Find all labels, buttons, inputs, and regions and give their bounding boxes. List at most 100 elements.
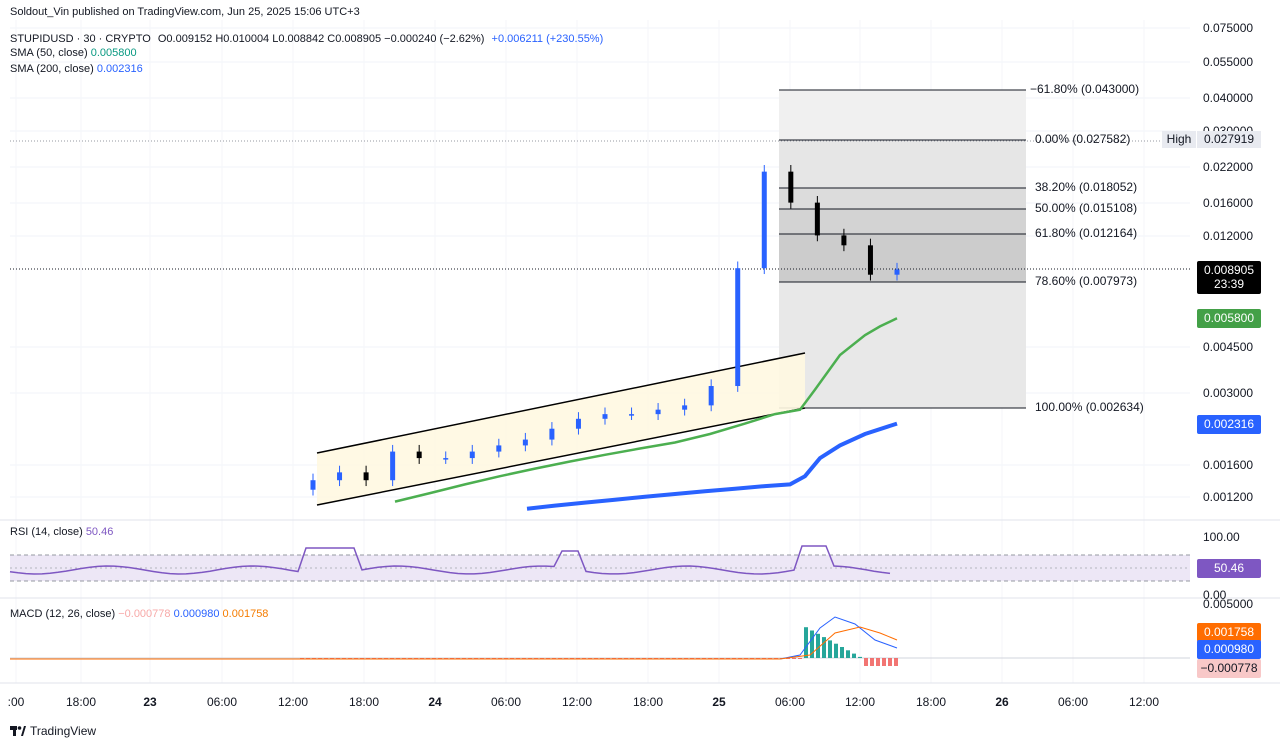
macd-signal-tag: 0.001758 — [1197, 623, 1261, 642]
sma50-line — [394, 317, 898, 503]
time-axis-label: 26 — [995, 695, 1009, 709]
macd-histogram-bar — [840, 647, 844, 658]
price-axis-label: 0.040000 — [1203, 91, 1254, 105]
fib-level-label: 100.00% (0.002634) — [1035, 400, 1144, 414]
candle-body — [841, 235, 847, 246]
macd-histogram-bar — [864, 658, 868, 666]
macd-histogram-bar — [816, 633, 820, 658]
high-label-tag: High — [1162, 131, 1196, 148]
candle-body — [469, 451, 475, 459]
macd-hist-value: −0.000778 — [118, 608, 171, 620]
time-axis-label: 18:00 — [915, 695, 947, 709]
rsi-panel — [9, 545, 1190, 582]
time-axis-label: 18:00 — [632, 695, 664, 709]
tradingview-branding[interactable]: TradingView — [10, 724, 96, 738]
macd-line-tag: 0.000980 — [1197, 640, 1261, 659]
time-axis-label: 06:00 — [1057, 695, 1089, 709]
sma200-tag: 0.002316 — [1197, 415, 1261, 434]
candle-body — [735, 268, 741, 387]
macd-axis-top: 0.005000 — [1203, 597, 1254, 611]
channel-lower — [316, 407, 806, 506]
extra-change: +0.006211 (+230.55%) — [491, 33, 604, 45]
candle-body — [867, 245, 873, 275]
sma200-value: 0.002316 — [96, 63, 143, 75]
rsi-axis-0: 0.00 — [1203, 588, 1227, 602]
price-channel[interactable] — [316, 352, 806, 506]
macd-histogram-bar — [834, 643, 838, 658]
channel-fill — [317, 353, 805, 505]
macd-histogram-bar — [882, 658, 886, 666]
macd-line-value: 0.000980 — [173, 608, 220, 620]
price-axis-label: 0.001600 — [1203, 458, 1254, 472]
macd-histogram-bar — [828, 640, 832, 658]
rsi-label: RSI (14, close) — [10, 526, 83, 538]
time-axis-label: 25 — [712, 695, 726, 709]
time-axis-label: 18:00 — [65, 695, 97, 709]
sma50-value: 0.005800 — [90, 47, 137, 59]
time-axis-label: 24 — [428, 695, 442, 709]
candle-body — [814, 202, 820, 236]
last-price-tag: 0.008905 23:39 — [1197, 261, 1261, 294]
macd-histogram-bar — [876, 658, 880, 666]
fib-level-label: 38.20% (0.018052) — [1035, 180, 1138, 194]
time-axis-label: 06:00 — [206, 695, 238, 709]
time-axis-label: 12:00 — [844, 695, 876, 709]
candle-body — [629, 414, 635, 416]
publisher-line: Soldout_Vin published on TradingView.com… — [10, 6, 360, 18]
macd-histogram-bar — [786, 658, 790, 659]
sma200-legend[interactable]: SMA (200, close) 0.002316 — [10, 63, 143, 75]
time-axis-label: 18:00 — [348, 695, 380, 709]
macd-histogram-bar — [846, 650, 850, 658]
price-axis-label: 0.003000 — [1203, 386, 1254, 400]
time-axis-label: 06:00 — [490, 695, 522, 709]
rsi-value: 50.46 — [85, 526, 114, 538]
macd-histogram-bar — [852, 653, 856, 658]
rsi-legend[interactable]: RSI (14, close) 50.46 — [10, 526, 113, 538]
fib-zone-4 — [779, 234, 1026, 282]
price-axis-label: 0.004500 — [1203, 340, 1254, 354]
candle-body — [390, 451, 396, 481]
macd-histogram-bar — [792, 658, 796, 659]
candle-body — [496, 445, 502, 452]
candle-body — [337, 472, 343, 481]
candle-body — [549, 428, 555, 440]
rsi-line — [9, 545, 891, 575]
candle-body — [522, 439, 528, 446]
price-axis-label: 0.012000 — [1203, 229, 1254, 243]
candle-body — [682, 405, 688, 410]
macd-legend[interactable]: MACD (12, 26, close) −0.000778 0.000980 … — [10, 608, 268, 620]
macd-histogram-bar — [894, 658, 898, 666]
fib-level-label: 50.00% (0.015108) — [1035, 201, 1138, 215]
last-price-value: 0.008905 — [1203, 263, 1255, 277]
time-axis-label: 12:00 — [277, 695, 309, 709]
signal-line — [10, 626, 898, 660]
ohlc-values: O0.009152 H0.010004 L0.008842 C0.008905 … — [157, 33, 485, 45]
macd-histogram — [300, 627, 898, 666]
fib-zone-3 — [779, 209, 1026, 234]
time-axis-label: 12:00 — [1128, 695, 1160, 709]
symbol-line: STUPIDUSD · 30 · CRYPTO O0.009152 H0.010… — [10, 33, 603, 45]
fib-level-label: 78.60% (0.007973) — [1035, 274, 1138, 288]
sma50-legend[interactable]: SMA (50, close) 0.005800 — [10, 47, 137, 59]
macd-label: MACD (12, 26, close) — [10, 608, 116, 620]
macd-histogram-bar — [810, 630, 814, 658]
countdown: 23:39 — [1213, 277, 1245, 291]
macd-histogram-bar — [858, 656, 862, 658]
macd-histogram-bar — [804, 627, 808, 658]
fib-zone-2 — [779, 188, 1026, 209]
candle-body — [363, 472, 369, 481]
candle-body — [655, 409, 661, 415]
candle-body — [708, 386, 714, 406]
rsi-tag: 50.46 — [1197, 559, 1261, 578]
symbol[interactable]: STUPIDUSD · 30 · CRYPTO — [10, 33, 151, 45]
fib-zone-5 — [779, 282, 1026, 408]
candle-body — [443, 458, 449, 460]
candle-body — [416, 451, 422, 459]
time-axis-label: 23 — [143, 695, 157, 709]
macd-histogram-bar — [888, 658, 892, 666]
macd-hist-tag: −0.000778 — [1197, 659, 1261, 678]
sma200-line — [526, 421, 898, 511]
fib-retracement[interactable] — [779, 89, 1026, 409]
time-axis-label: 12:00 — [561, 695, 593, 709]
candle-body — [788, 171, 794, 203]
